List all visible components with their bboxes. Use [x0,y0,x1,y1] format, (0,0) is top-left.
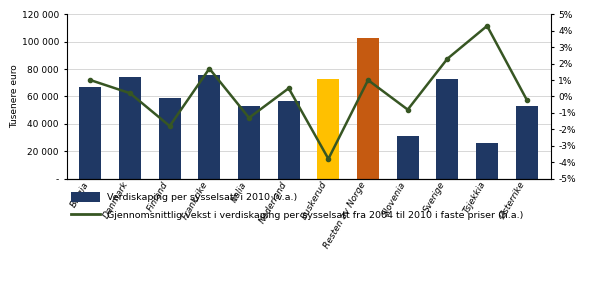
Bar [238,106,260,179]
Bar [119,77,141,179]
Bar [318,79,339,179]
Bar [476,143,498,179]
Bar [79,87,101,179]
Y-axis label: Tusenere euro: Tusenere euro [10,65,19,128]
Bar [516,106,538,179]
Bar [278,101,299,179]
Bar [198,75,220,179]
Legend: Verdiskaping per sysselsatt i 2010 (v.a.), Gjennomsnittlig vekst i verdiskaping : Verdiskaping per sysselsatt i 2010 (v.a.… [71,192,523,219]
Bar [357,38,379,179]
Bar [397,136,419,179]
Bar [436,79,459,179]
Bar [159,98,181,179]
